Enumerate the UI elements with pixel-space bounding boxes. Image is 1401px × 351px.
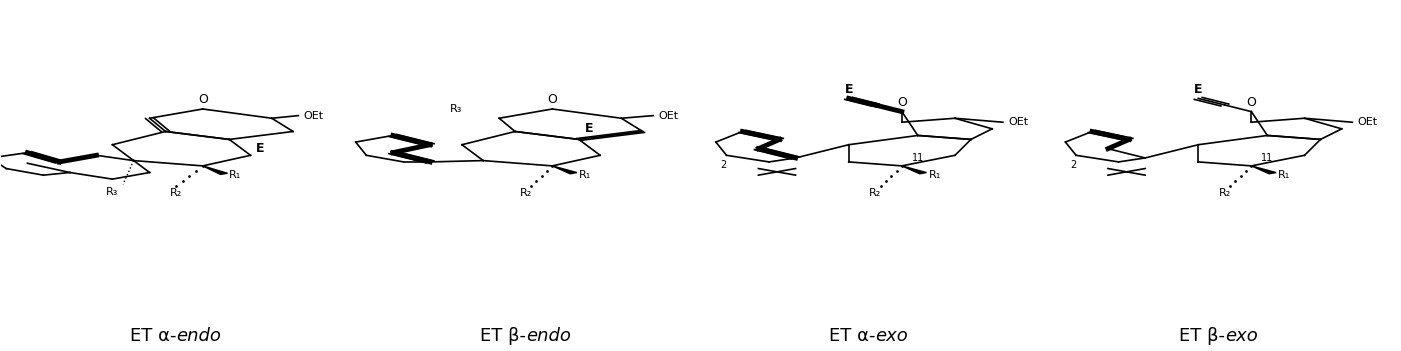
Text: R₂: R₂ [170,188,182,198]
Polygon shape [203,166,227,174]
Text: R₁: R₁ [230,170,241,180]
Text: ET β-: ET β- [1178,327,1224,345]
Text: R₁: R₁ [929,170,940,180]
Polygon shape [902,166,926,174]
Text: exo: exo [876,327,908,345]
Text: OEt: OEt [658,111,678,121]
Text: E: E [586,122,594,135]
Text: exo: exo [1224,327,1258,345]
Text: E: E [256,142,265,155]
Text: R₁: R₁ [1278,170,1290,180]
Text: R₂: R₂ [1219,188,1231,198]
Text: 11: 11 [1261,153,1274,163]
Text: R₂: R₂ [869,188,881,198]
Text: OEt: OEt [304,111,324,121]
Text: ET α-: ET α- [130,327,177,345]
Polygon shape [1251,166,1276,174]
Text: O: O [897,96,906,109]
Text: O: O [1247,96,1257,109]
Text: 2: 2 [1070,160,1076,170]
Text: R₃: R₃ [450,104,462,114]
Text: R₂: R₂ [520,188,532,198]
Text: endo: endo [525,327,570,345]
Text: OEt: OEt [1358,117,1377,127]
Text: 2: 2 [720,160,727,170]
Text: R₁: R₁ [579,170,591,180]
Text: ET α-: ET α- [829,327,876,345]
Text: E: E [1194,83,1202,96]
Polygon shape [552,166,577,174]
Text: O: O [198,93,207,106]
Text: E: E [845,83,853,96]
Text: O: O [548,93,558,106]
Text: R₃: R₃ [106,187,119,197]
Text: endo: endo [177,327,221,345]
Text: OEt: OEt [1009,117,1028,127]
Text: 11: 11 [912,153,923,163]
Text: ET β-: ET β- [479,327,525,345]
